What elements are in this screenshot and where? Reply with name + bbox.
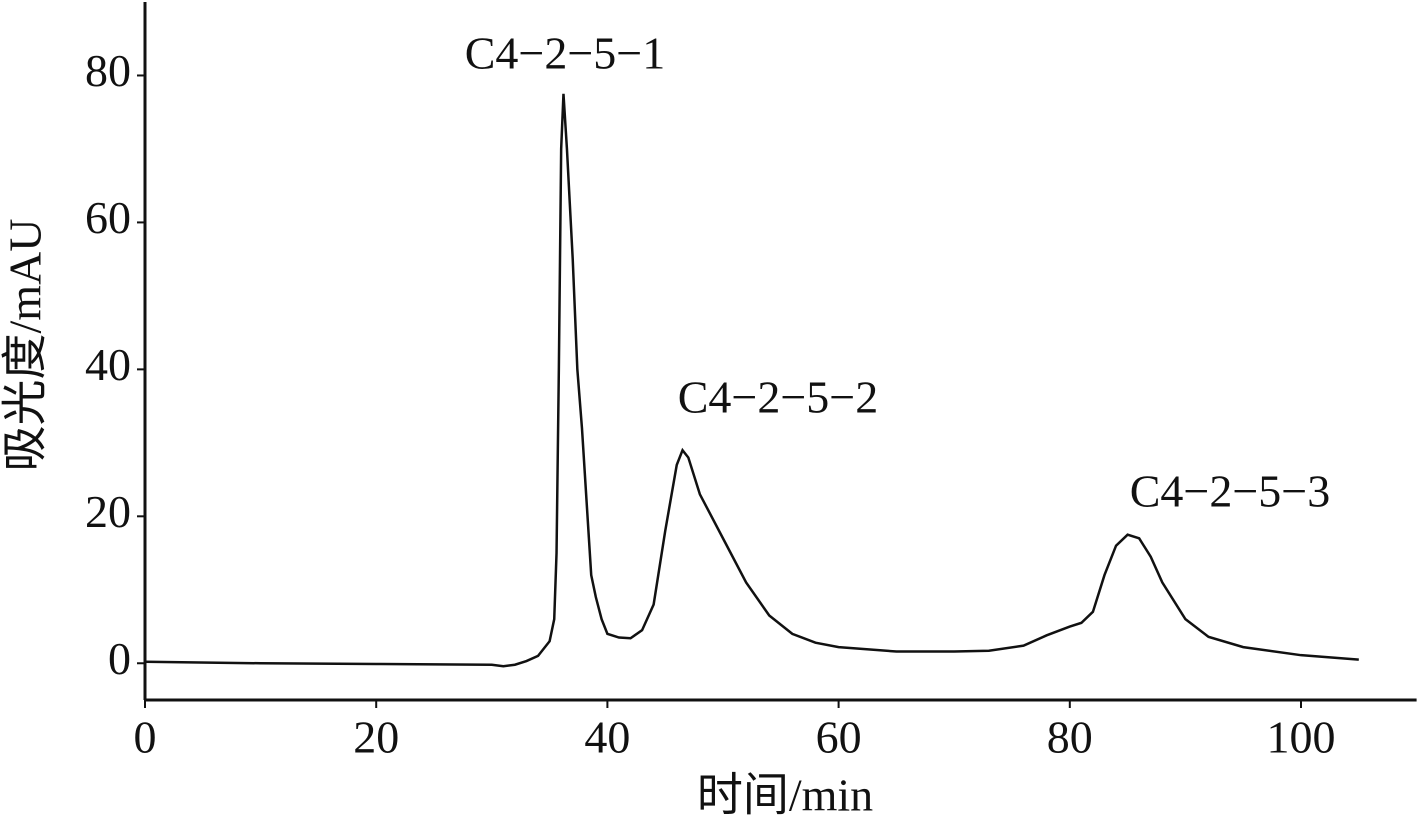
peak-label: C4−2−5−1 — [465, 28, 666, 79]
y-axis-label: 吸光度/mAU — [0, 219, 51, 472]
peak-label: C4−2−5−2 — [678, 372, 879, 423]
y-tick-label: 80 — [85, 45, 131, 96]
peak-label: C4−2−5−3 — [1130, 466, 1331, 517]
x-tick-label: 40 — [584, 712, 630, 763]
x-tick-label: 0 — [134, 712, 157, 763]
x-tick-label: 60 — [816, 712, 862, 763]
y-tick-label: 40 — [85, 339, 131, 390]
x-tick-label: 100 — [1267, 712, 1336, 763]
x-tick-label: 80 — [1047, 712, 1093, 763]
x-axis-label: 时间/min — [697, 770, 873, 821]
y-tick-label: 20 — [85, 486, 131, 537]
y-tick-label: 0 — [108, 633, 131, 684]
line — [144, 93, 1359, 668]
y-tick-label: 60 — [85, 192, 131, 243]
x-tick-label: 20 — [353, 712, 399, 763]
